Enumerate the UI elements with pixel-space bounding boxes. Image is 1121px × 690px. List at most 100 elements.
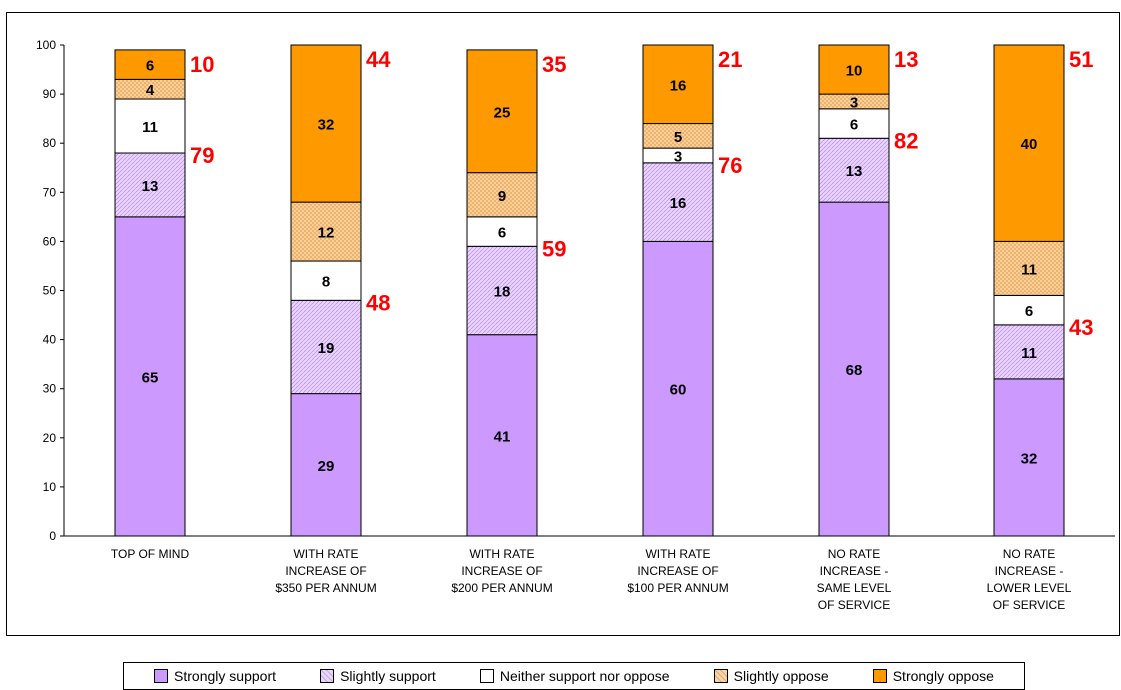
chart-frame: 0 10 20 30 40 50 60 70 80 90 100 65 13 11 4 6 79 10 29 19 8…: [6, 12, 1120, 636]
x-category-label: NO RATE INCREASE - SAME LEVEL OF SERVICE: [817, 547, 892, 612]
bar-segment: [818, 44, 890, 95]
x-category-label-line: WITH RATE: [469, 547, 534, 561]
x-category-label: WITH RATE INCREASE OF $200 PER ANNUM: [451, 547, 552, 595]
segment-value-label: 16: [670, 195, 687, 212]
legend-label: Slightly support: [340, 668, 436, 684]
x-category-label-line: INCREASE OF: [637, 564, 718, 578]
x-category-label: TOP OF MIND: [111, 547, 190, 561]
segment-value-label: 11: [1021, 261, 1037, 278]
data-labels: 6513114679102919812324844411869255935601…: [142, 47, 1094, 475]
y-tick-label: 30: [43, 382, 57, 396]
support-total-label: 48: [366, 290, 390, 315]
bar-segment: [114, 49, 186, 80]
legend-swatch: [872, 669, 887, 683]
support-total-label: 43: [1069, 315, 1093, 340]
legend-item: Strongly oppose: [872, 668, 994, 684]
bar-segment: [290, 201, 362, 262]
support-total-label: 82: [894, 128, 918, 153]
segment-value-label: 10: [846, 63, 863, 80]
segment-value-label: 40: [1021, 136, 1038, 153]
y-tick-label: 80: [43, 136, 57, 150]
segment-value-label: 11: [1021, 345, 1037, 362]
legend-label: Slightly oppose: [733, 668, 829, 684]
bar-segment: [466, 334, 538, 537]
bar-segment: [466, 245, 538, 336]
x-category-label-line: WITH RATE: [293, 547, 358, 561]
x-category-label: NO RATE INCREASE - LOWER LEVEL OF SERVICE: [987, 547, 1072, 612]
bar-segment: [114, 216, 186, 537]
x-category-label-line: INCREASE -: [995, 564, 1064, 578]
oppose-total-label: 10: [190, 52, 214, 77]
segment-value-label: 13: [846, 163, 863, 180]
segment-value-label: 8: [322, 274, 330, 291]
y-tick-label: 10: [43, 480, 57, 494]
segment-value-label: 65: [142, 369, 159, 386]
segment-value-label: 32: [1021, 450, 1038, 467]
x-category-label-line: WITH RATE: [645, 547, 710, 561]
support-total-label: 76: [718, 153, 742, 178]
bars: [114, 44, 1065, 537]
y-tick-label: 60: [43, 234, 57, 248]
segment-value-label: 6: [498, 225, 506, 242]
bar-segment: [818, 137, 890, 203]
bar-segment: [466, 49, 538, 174]
x-category-label: WITH RATE INCREASE OF $350 PER ANNUM: [275, 547, 376, 595]
oppose-total-label: 21: [718, 47, 742, 72]
bar-segment: [466, 172, 538, 218]
bar-segment: [290, 393, 362, 537]
x-category-label-line: $100 PER ANNUM: [627, 581, 728, 595]
bar-segment: [114, 98, 186, 154]
oppose-total-label: 13: [894, 47, 918, 72]
bar-segment: [290, 299, 362, 395]
legend-swatch: [320, 669, 335, 683]
x-category-label-line: NO RATE: [828, 547, 880, 561]
segment-value-label: 3: [850, 94, 858, 111]
x-category-label-line: TOP OF MIND: [111, 547, 190, 561]
x-category-label-line: LOWER LEVEL: [987, 581, 1072, 595]
segment-value-label: 5: [674, 129, 682, 146]
legend-label: Strongly support: [174, 668, 276, 684]
support-total-label: 79: [190, 143, 214, 168]
segment-value-label: 12: [318, 225, 335, 242]
legend-item: Strongly support: [154, 668, 276, 684]
segment-value-label: 13: [142, 178, 159, 195]
x-category-label-line: INCREASE -: [820, 564, 889, 578]
segment-value-label: 6: [850, 117, 858, 134]
x-axis-labels: TOP OF MIND WITH RATE INCREASE OF $350 PER …: [111, 547, 1072, 612]
bar-segment: [466, 216, 538, 247]
bar-segment: [642, 240, 714, 537]
segment-value-label: 29: [318, 458, 335, 475]
bar-segment: [642, 44, 714, 125]
legend-swatch: [154, 669, 169, 683]
bar-segment: [993, 44, 1065, 242]
legend: Strongly support Slightly support Neither …: [123, 662, 1025, 690]
legend-label: Strongly oppose: [892, 668, 994, 684]
x-category-label-line: OF SERVICE: [818, 598, 890, 612]
legend-swatch: [713, 669, 728, 683]
bar-segment: [290, 44, 362, 203]
bar-segment: [993, 324, 1065, 380]
segment-value-label: 6: [1025, 303, 1033, 320]
x-category-label-line: NO RATE: [1003, 547, 1055, 561]
oppose-total-label: 35: [542, 52, 566, 77]
segment-value-label: 25: [494, 104, 511, 121]
x-category-label: WITH RATE INCREASE OF $100 PER ANNUM: [627, 547, 728, 595]
legend-item: Slightly oppose: [713, 668, 829, 684]
segment-value-label: 18: [494, 284, 511, 301]
x-category-label-line: $200 PER ANNUM: [451, 581, 552, 595]
y-tick-label: 20: [43, 431, 57, 445]
segment-value-label: 9: [498, 188, 506, 205]
segment-value-label: 11: [142, 119, 158, 136]
x-category-label-line: INCREASE OF: [461, 564, 542, 578]
y-tick-label: 100: [36, 38, 56, 52]
bar-segment: [642, 162, 714, 242]
bar-segment: [818, 201, 890, 537]
legend-item: Neither support nor oppose: [479, 668, 670, 684]
segment-value-label: 4: [146, 82, 155, 99]
oppose-total-label: 44: [366, 47, 391, 72]
segment-value-label: 41: [494, 428, 511, 445]
x-category-label-line: SAME LEVEL: [817, 581, 892, 595]
legend-label: Neither support nor oppose: [499, 668, 670, 684]
legend-swatch: [479, 669, 494, 683]
